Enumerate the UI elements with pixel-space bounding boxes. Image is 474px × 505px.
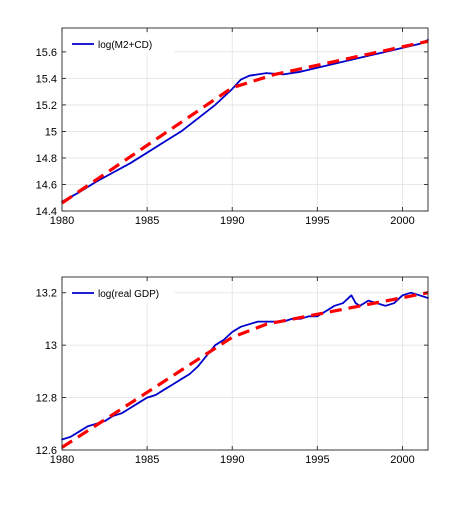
top-legend-box <box>67 33 175 55</box>
top-xtick-label-0: 1980 <box>50 215 74 227</box>
top-legend-label-0: log(M2+CD) <box>98 40 152 51</box>
bottom-ytick-label-2: 13 <box>45 340 57 352</box>
bottom-axes-box <box>61 276 429 451</box>
top-ytick-label-1: 14.6 <box>36 179 57 191</box>
bottom-xtick-label-0: 1980 <box>50 454 74 466</box>
bottom-xtick-label-4: 2000 <box>390 454 414 466</box>
bottom-panel: 1980 1985 1990 1995 2000 12.6 12.8 13 13.2 log(re… <box>36 276 429 466</box>
top-ytick-label-6: 15.6 <box>36 47 57 59</box>
bottom-xtick-label-3: 1995 <box>305 454 329 466</box>
top-ytick-label-3: 15 <box>45 126 57 138</box>
bottom-xtick-label-1: 1985 <box>135 454 159 466</box>
bottom-plot-area <box>62 277 428 450</box>
top-ytick-label-0: 14.4 <box>36 206 57 218</box>
bottom-ytick-label-1: 12.8 <box>36 393 57 405</box>
top-xtick-label-1: 1985 <box>135 215 159 227</box>
bottom-legend-box <box>67 282 175 304</box>
bottom-legend-label-0: log(real GDP) <box>98 289 159 300</box>
bottom-ytick-label-3: 13.2 <box>36 288 57 300</box>
top-ytick-label-4: 15.2 <box>36 100 57 112</box>
top-xtick-label-4: 2000 <box>390 215 414 227</box>
bottom-series-data-line <box>61 291 429 441</box>
top-axes-box <box>61 27 429 212</box>
top-ytick-label-5: 15.4 <box>36 73 57 85</box>
bottom-ytick-label-0: 12.6 <box>36 445 57 457</box>
bottom-xtick-label-2: 1990 <box>220 454 244 466</box>
top-series-trend-line <box>61 39 429 205</box>
top-plot-area <box>62 28 428 211</box>
top-xtick-label-2: 1990 <box>220 215 244 227</box>
top-xtick-label-3: 1995 <box>305 215 329 227</box>
top-panel: 1980 1985 1990 1995 2000 14.4 14.6 14.8 15 15.2 15… <box>36 27 429 227</box>
bottom-series-trend-line <box>61 291 429 449</box>
top-ytick-label-2: 14.8 <box>36 153 57 165</box>
